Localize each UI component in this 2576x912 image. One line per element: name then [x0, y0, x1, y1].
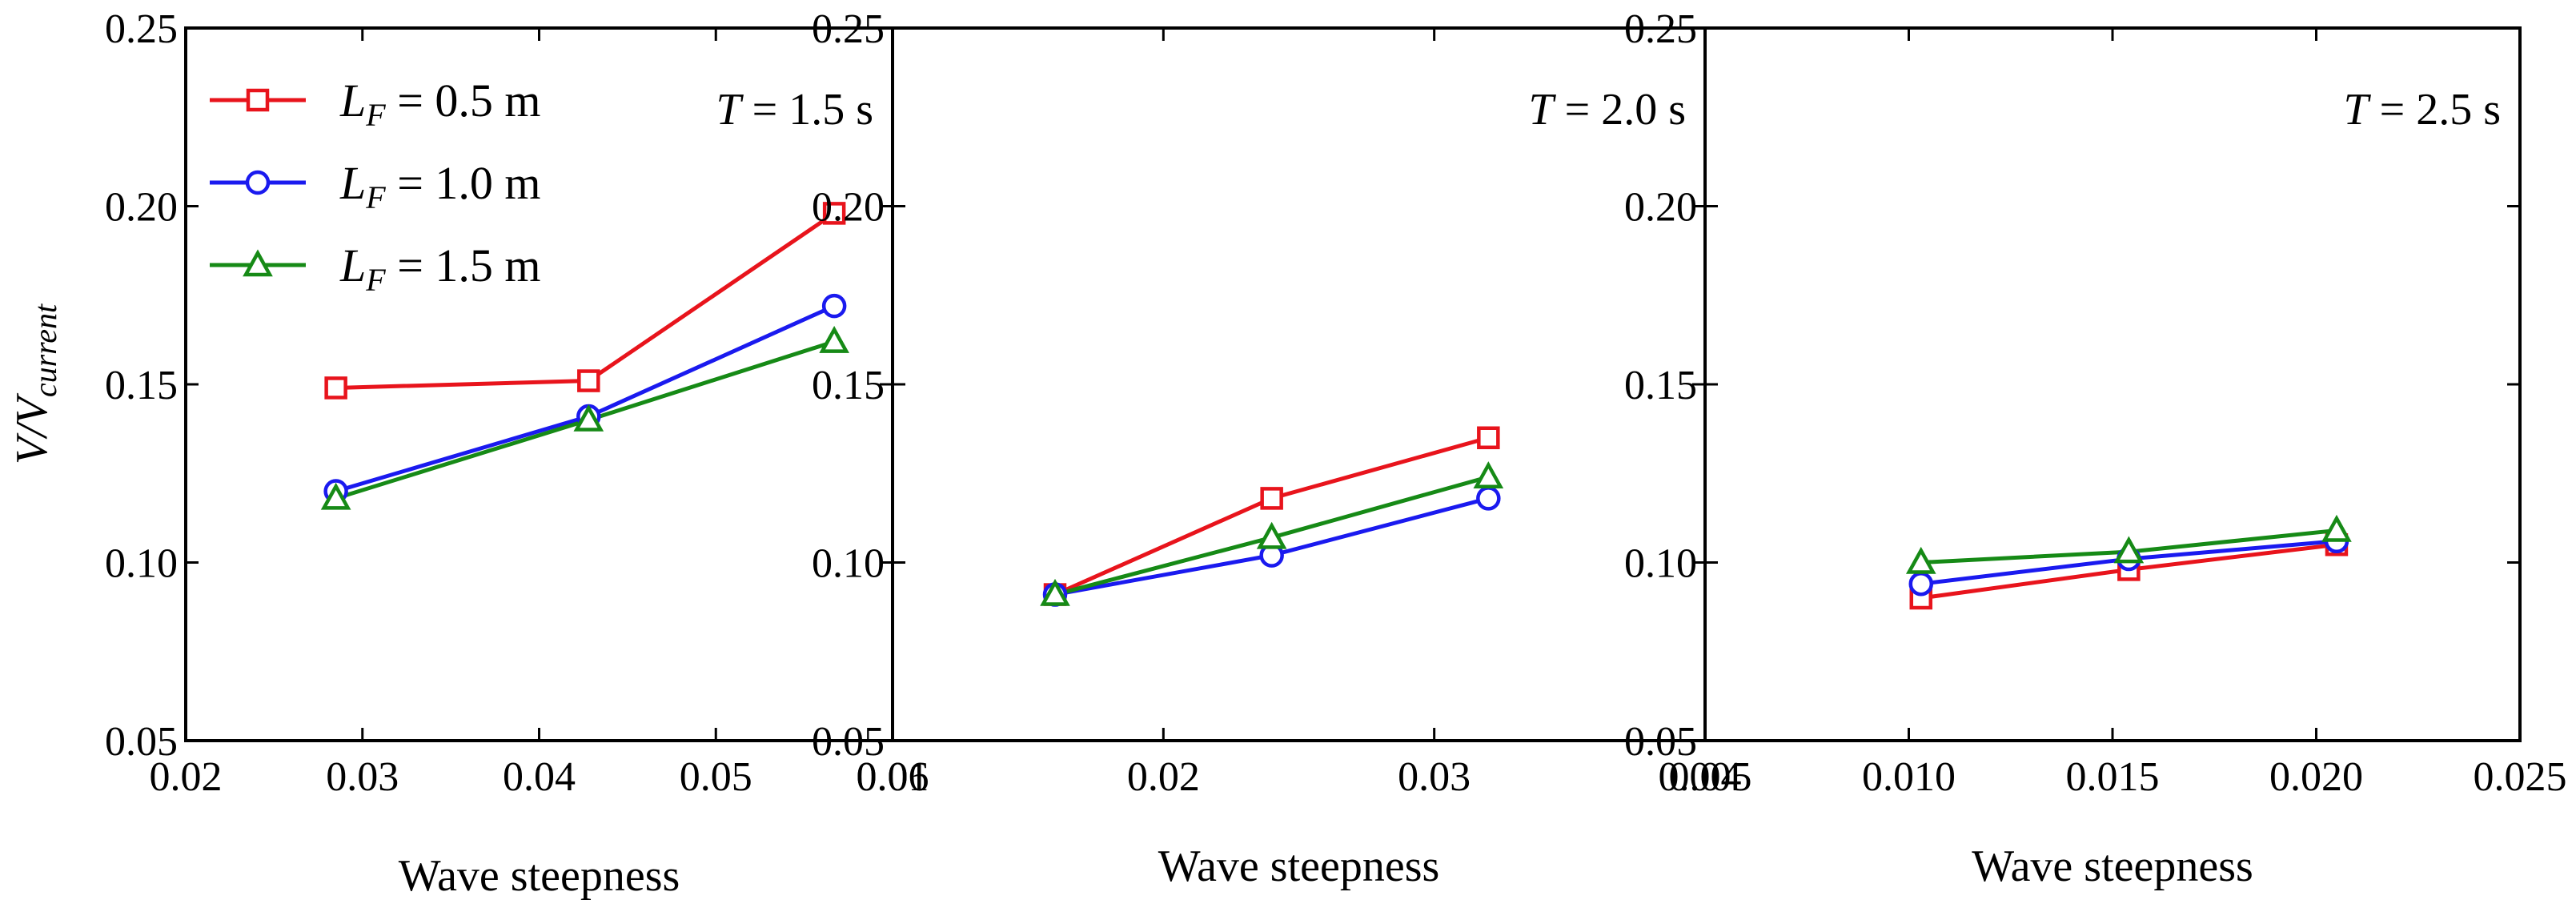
chart-panel-2: 0.01 0.02 0.03 0.040.050.100.150.200.25T = …	[812, 6, 1742, 891]
data-point-3-3-2	[2113, 536, 2145, 564]
data-point-3-2-1	[1908, 571, 1934, 597]
x-tick-label-3-5: 0.025	[2474, 754, 2567, 800]
x-tick-label-1-3: 0.04	[503, 754, 576, 800]
y-tick-label-3-5: 0.25	[1624, 6, 1697, 52]
y-tick-label-3-2: 0.10	[1624, 541, 1697, 587]
legend-label-3: LF = 1.5 m	[339, 239, 541, 298]
plot-frame-1	[184, 26, 894, 742]
y-tick-label-2-5: 0.25	[812, 6, 885, 52]
data-point-2-3-2	[1256, 521, 1287, 549]
legend-marker-2	[245, 170, 271, 195]
x-tick-label-2-3: 0.03	[1398, 754, 1471, 800]
data-point-2-3-1	[1040, 578, 1070, 606]
data-point-3-3-1	[1905, 546, 1936, 574]
x-axis-title-2: Wave steepness	[1158, 842, 1440, 891]
y-tick-label-1-3: 0.15	[105, 363, 178, 408]
data-point-1-3-2	[573, 404, 604, 432]
legend-label-1: LF = 0.5 m	[339, 74, 541, 133]
data-point-1-2-3	[821, 293, 847, 319]
data-point-2-1-2	[1260, 487, 1283, 510]
series-line-1-2	[335, 303, 836, 493]
x-tick-label-1-5: 0.06	[857, 754, 929, 800]
x-axis-title-1: Wave steepness	[399, 851, 680, 901]
x-tick-label-1-4: 0.05	[680, 754, 752, 800]
data-point-1-3-3	[819, 325, 849, 353]
x-tick-label-2-1: 0.01	[857, 754, 929, 800]
x-tick-label-2-4: 0.04	[1669, 754, 1742, 800]
x-tick-label-1-1: 0.02	[150, 754, 223, 800]
panel-label-2: T = 2.0 s	[1528, 85, 1686, 135]
legend-marker-3	[243, 249, 273, 277]
x-tick-label-3-4: 0.020	[2269, 754, 2363, 800]
x-tick-label-3-1: 0.005	[1659, 754, 1752, 800]
x-tick-label-1-2: 0.03	[326, 754, 399, 800]
panel-label-3: T = 2.5 s	[2343, 85, 2501, 135]
data-point-1-1-3	[822, 202, 846, 225]
y-tick-label-1-2: 0.10	[105, 541, 178, 587]
chart-panel-1: 0.02 0.03 0.04 0.05 0.060.050.100.150.200.25…	[7, 6, 929, 901]
legend-marker-1	[246, 88, 270, 112]
panel-label-1: T = 1.5 s	[716, 85, 873, 135]
y-tick-label-3-1: 0.05	[1624, 719, 1697, 765]
y-tick-label-3-3: 0.15	[1624, 363, 1697, 408]
data-point-1-1-1	[324, 376, 347, 400]
y-tick-label-3-4: 0.20	[1624, 185, 1697, 231]
data-point-2-2-3	[1476, 486, 1501, 511]
data-point-1-1-2	[577, 369, 600, 392]
data-point-3-3-3	[2321, 514, 2352, 542]
x-tick-label-2-2: 0.02	[1127, 754, 1200, 800]
chart-panel-3: 0.005 0.010 0.015 0.020 0.025 0.05 0.10 0.15 0.2…	[1624, 6, 2567, 891]
data-point-2-1-3	[1477, 426, 1500, 449]
y-tick-label-1-5: 0.25	[105, 6, 178, 52]
x-axis-title-3: Wave steepness	[1972, 842, 2253, 891]
y-tick-label-2-2: 0.10	[812, 541, 885, 587]
data-point-1-3-1	[320, 482, 351, 510]
x-tick-label-3-2: 0.010	[1862, 754, 1956, 800]
y-tick-label-1-1: 0.05	[105, 719, 178, 765]
y-axis-title: V/Vcurrent	[7, 303, 63, 464]
plot-frame-3	[1703, 26, 2522, 742]
x-tick-label-3-3: 0.015	[2066, 754, 2160, 800]
y-tick-label-2-3: 0.15	[812, 363, 885, 408]
legend-label-2: LF = 1.0 m	[339, 157, 541, 215]
y-tick-label-1-4: 0.20	[105, 185, 178, 231]
y-tick-label-2-1: 0.05	[812, 719, 885, 765]
plot-frame-2	[891, 26, 1707, 742]
legend: LF = 0.5 m LF = 1.0 m LF = 1.5 m	[210, 74, 541, 298]
data-point-2-3-3	[1473, 461, 1504, 488]
y-tick-label-2-4: 0.20	[812, 185, 885, 231]
